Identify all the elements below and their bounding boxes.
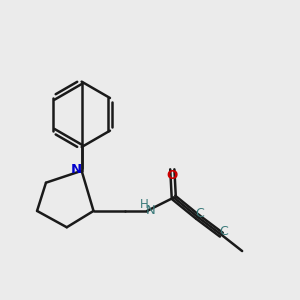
Text: H: H: [140, 198, 149, 211]
Text: C: C: [196, 207, 204, 220]
Text: N: N: [146, 203, 156, 217]
Text: N: N: [71, 163, 82, 176]
Text: O: O: [167, 169, 178, 182]
Text: C: C: [219, 225, 228, 238]
